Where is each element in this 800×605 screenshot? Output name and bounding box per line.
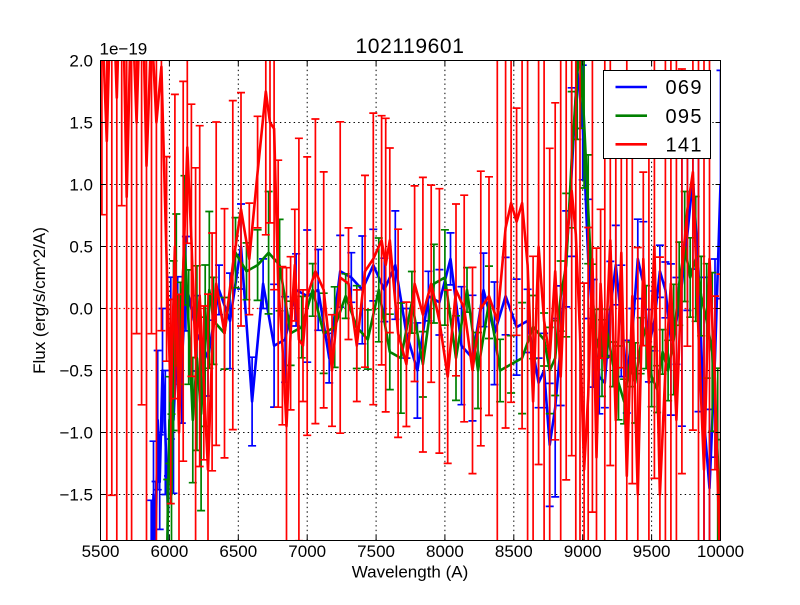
svg-text:095: 095	[666, 106, 703, 128]
svg-text:9000: 9000	[564, 542, 602, 561]
svg-text:102119601: 102119601	[356, 35, 465, 58]
svg-text:2.0: 2.0	[69, 52, 93, 71]
svg-text:−0.5: −0.5	[59, 362, 93, 381]
svg-text:−1.5: −1.5	[59, 486, 93, 505]
svg-text:10000: 10000	[697, 542, 744, 561]
svg-text:8000: 8000	[426, 542, 464, 561]
svg-text:5500: 5500	[82, 542, 120, 561]
svg-text:−1.0: −1.0	[59, 424, 93, 443]
svg-text:6500: 6500	[219, 542, 257, 561]
svg-text:1e−19: 1e−19	[100, 40, 148, 59]
svg-text:Flux (erg/s/cm^2/A): Flux (erg/s/cm^2/A)	[30, 227, 49, 374]
svg-text:0.5: 0.5	[69, 238, 93, 257]
svg-text:1.0: 1.0	[69, 176, 93, 195]
svg-text:Wavelength (A): Wavelength (A)	[352, 563, 469, 582]
svg-text:1.5: 1.5	[69, 114, 93, 133]
svg-text:7500: 7500	[357, 542, 395, 561]
svg-text:069: 069	[666, 77, 703, 99]
svg-text:0.0: 0.0	[69, 300, 93, 319]
svg-text:7000: 7000	[288, 542, 326, 561]
svg-text:6000: 6000	[150, 542, 188, 561]
svg-text:8500: 8500	[495, 542, 533, 561]
svg-text:9500: 9500	[633, 542, 671, 561]
svg-text:141: 141	[666, 135, 703, 157]
